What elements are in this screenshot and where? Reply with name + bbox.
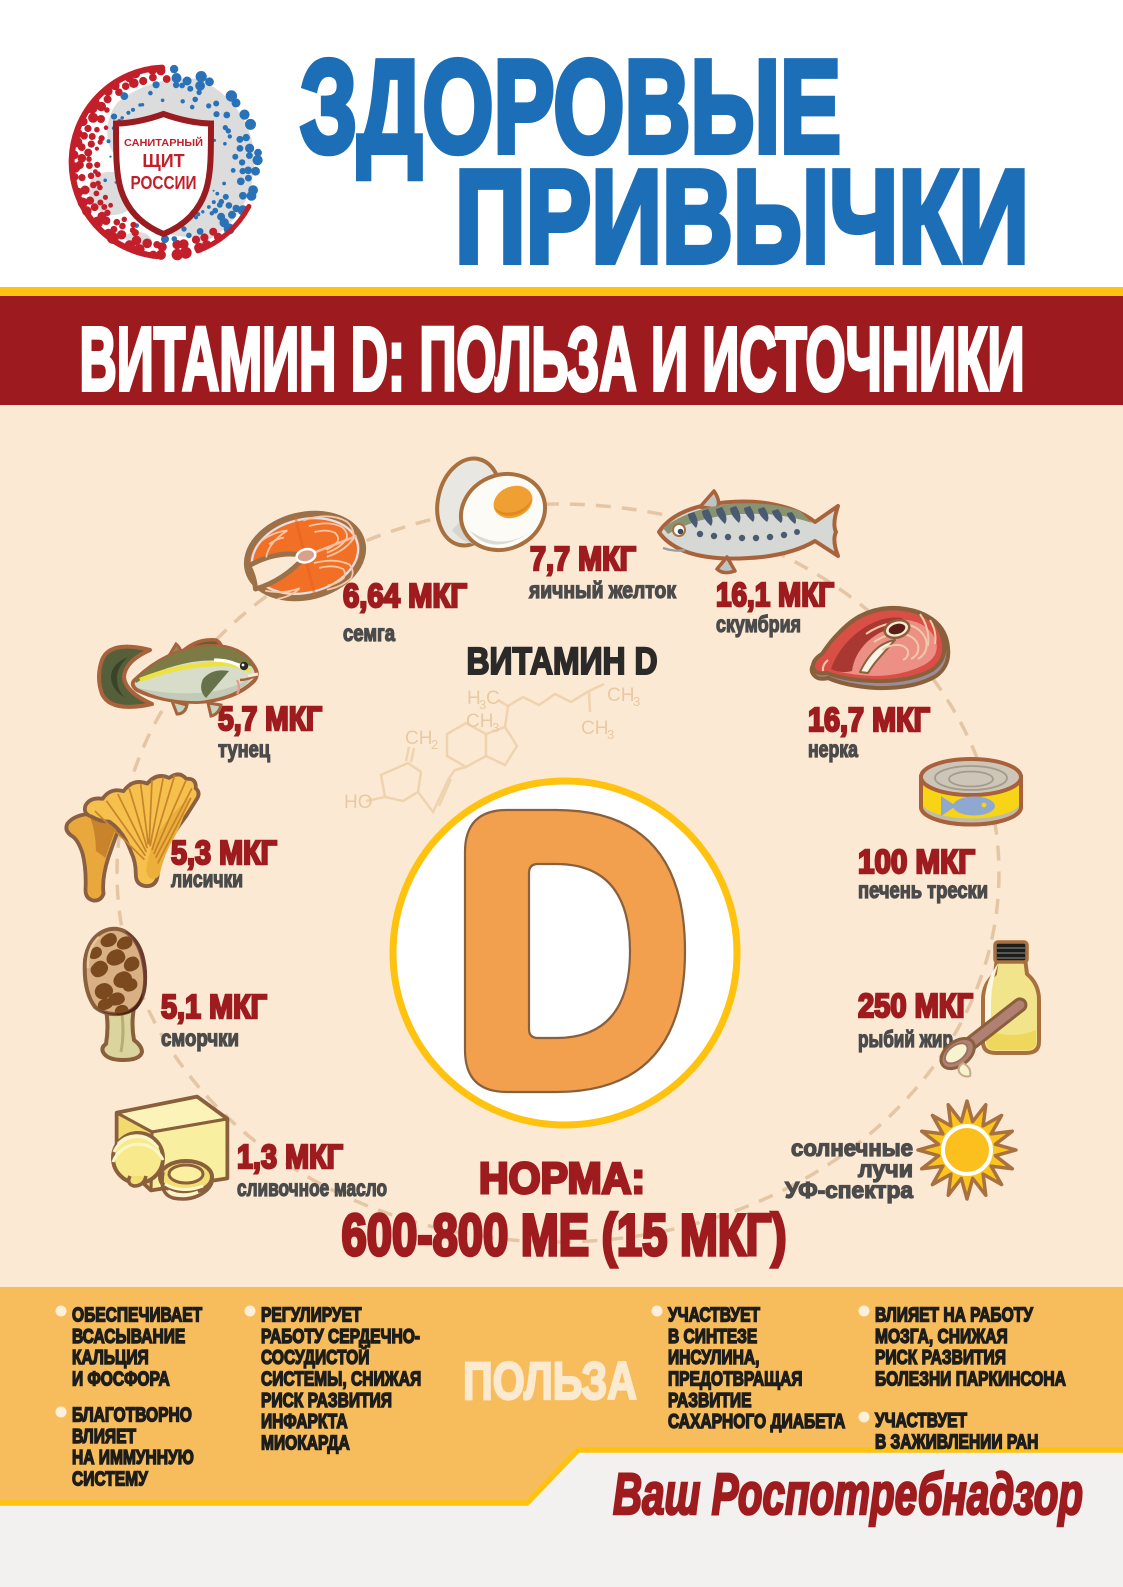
svg-text:ИНФАРКТА: ИНФАРКТА [261,1410,348,1433]
svg-text:МИОКАРДА: МИОКАРДА [261,1432,350,1455]
svg-text:H: H [467,688,481,709]
svg-text:скумбрия: скумбрия [716,611,801,637]
svg-text:рыбий жир: рыбий жир [858,1026,953,1052]
svg-text:100 МКГ: 100 МКГ [858,843,975,880]
svg-text:3: 3 [607,727,614,742]
svg-text:НА ИММУННУЮ: НА ИММУННУЮ [72,1446,194,1469]
svg-text:РИСК РАЗВИТИЯ: РИСК РАЗВИТИЯ [261,1389,392,1412]
svg-text:РАЗВИТИЕ: РАЗВИТИЕ [668,1389,752,1412]
svg-text:нерка: нерка [808,736,858,762]
svg-text:5,1 МКГ: 5,1 МКГ [161,988,267,1025]
svg-text:3: 3 [633,694,640,709]
svg-text:1,3 МКГ: 1,3 МКГ [237,1138,343,1175]
svg-text:сморчки: сморчки [161,1025,239,1051]
svg-text:ВИТАМИН D: ВИТАМИН D [467,641,658,683]
svg-text:САХАРНОГО ДИАБЕТА: САХАРНОГО ДИАБЕТА [668,1410,845,1433]
svg-text:5,3 МКГ: 5,3 МКГ [171,834,277,871]
svg-text:НОРМА:: НОРМА: [479,1154,645,1203]
svg-text:МОЗГА, СНИЖАЯ: МОЗГА, СНИЖАЯ [875,1325,1008,1348]
svg-text:сливочное масло: сливочное масло [237,1175,387,1201]
svg-text:7,7 МКГ: 7,7 МКГ [530,540,636,577]
svg-text:2: 2 [431,737,438,752]
svg-text:16,7 МКГ: 16,7 МКГ [808,701,930,738]
svg-text:C: C [486,688,500,709]
svg-text:3: 3 [479,697,486,712]
svg-text:ЗДОРОВЫЕ: ЗДОРОВЫЕ [300,33,841,180]
svg-text:РОССИИ: РОССИИ [131,173,197,193]
svg-text:СИСТЕМЫ, СНИЖАЯ: СИСТЕМЫ, СНИЖАЯ [261,1367,421,1390]
svg-text:печень трески: печень трески [858,877,988,903]
svg-text:яичный желток: яичный желток [528,577,676,603]
svg-text:В СИНТЕЗЕ: В СИНТЕЗЕ [668,1325,757,1348]
svg-text:САНИТАРНЫЙ: САНИТАРНЫЙ [124,136,203,149]
svg-text:ПОЛЬЗА: ПОЛЬЗА [463,1352,637,1411]
svg-text:CH: CH [607,685,634,706]
svg-text:Ваш Роспотребнадзор: Ваш Роспотребнадзор [613,1462,1083,1527]
svg-text:HO: HO [344,792,373,813]
svg-text:УФ-спектра: УФ-спектра [785,1177,913,1203]
svg-text:ВСАСЫВАНИЕ: ВСАСЫВАНИЕ [72,1325,185,1348]
svg-text:ВЛИЯЕТ: ВЛИЯЕТ [72,1425,136,1448]
svg-text:В ЗАЖИВЛЕНИИ РАН: В ЗАЖИВЛЕНИИ РАН [875,1430,1038,1453]
svg-text:ОБЕСПЕЧИВАЕТ: ОБЕСПЕЧИВАЕТ [72,1303,202,1326]
svg-text:РЕГУЛИРУЕТ: РЕГУЛИРУЕТ [261,1303,362,1326]
svg-text:ВИТАМИН D: ПОЛЬЗА И ИСТОЧНИКИ: ВИТАМИН D: ПОЛЬЗА И ИСТОЧНИКИ [80,310,1025,410]
svg-text:ВЛИЯЕТ НА РАБОТУ: ВЛИЯЕТ НА РАБОТУ [875,1303,1033,1326]
svg-text:16,1 МКГ: 16,1 МКГ [716,576,834,613]
svg-text:БОЛЕЗНИ ПАРКИНСОНА: БОЛЕЗНИ ПАРКИНСОНА [875,1367,1066,1390]
svg-text:CH: CH [405,728,432,749]
svg-text:КАЛЬЦИЯ: КАЛЬЦИЯ [72,1346,149,1369]
svg-text:3: 3 [492,720,499,735]
svg-text:УЧАСТВУЕТ: УЧАСТВУЕТ [668,1303,760,1326]
svg-text:600-800 МЕ (15 МКГ): 600-800 МЕ (15 МКГ) [342,1203,787,1268]
svg-text:РИСК РАЗВИТИЯ: РИСК РАЗВИТИЯ [875,1346,1006,1369]
svg-text:РАБОТУ СЕРДЕЧНО-: РАБОТУ СЕРДЕЧНО- [261,1325,420,1348]
svg-text:ПРИВЫЧКИ: ПРИВЫЧКИ [455,143,1029,290]
svg-text:лисички: лисички [171,866,243,892]
svg-text:УЧАСТВУЕТ: УЧАСТВУЕТ [875,1409,967,1432]
svg-text:СОСУДИСТОЙ: СОСУДИСТОЙ [261,1345,369,1369]
svg-text:CH: CH [466,711,493,732]
svg-text:тунец: тунец [218,736,270,762]
svg-text:CH: CH [581,718,608,739]
svg-text:ИНСУЛИНА,: ИНСУЛИНА, [668,1346,759,1369]
svg-text:ПРЕДОТВРАЩАЯ: ПРЕДОТВРАЩАЯ [668,1367,802,1390]
svg-text:солнечные: солнечные [791,1135,913,1161]
svg-text:лучи: лучи [858,1156,913,1182]
svg-text:БЛАГОТВОРНО: БЛАГОТВОРНО [72,1403,192,1426]
svg-text:250 МКГ: 250 МКГ [858,987,973,1024]
svg-text:СИСТЕМУ: СИСТЕМУ [72,1467,148,1490]
svg-text:5,7 МКГ: 5,7 МКГ [218,700,322,737]
svg-text:ЩИТ: ЩИТ [142,151,184,171]
svg-text:семга: семга [343,620,395,646]
svg-text:И ФОСФОРА: И ФОСФОРА [72,1367,170,1390]
svg-text:6,64 МКГ: 6,64 МКГ [343,577,467,614]
